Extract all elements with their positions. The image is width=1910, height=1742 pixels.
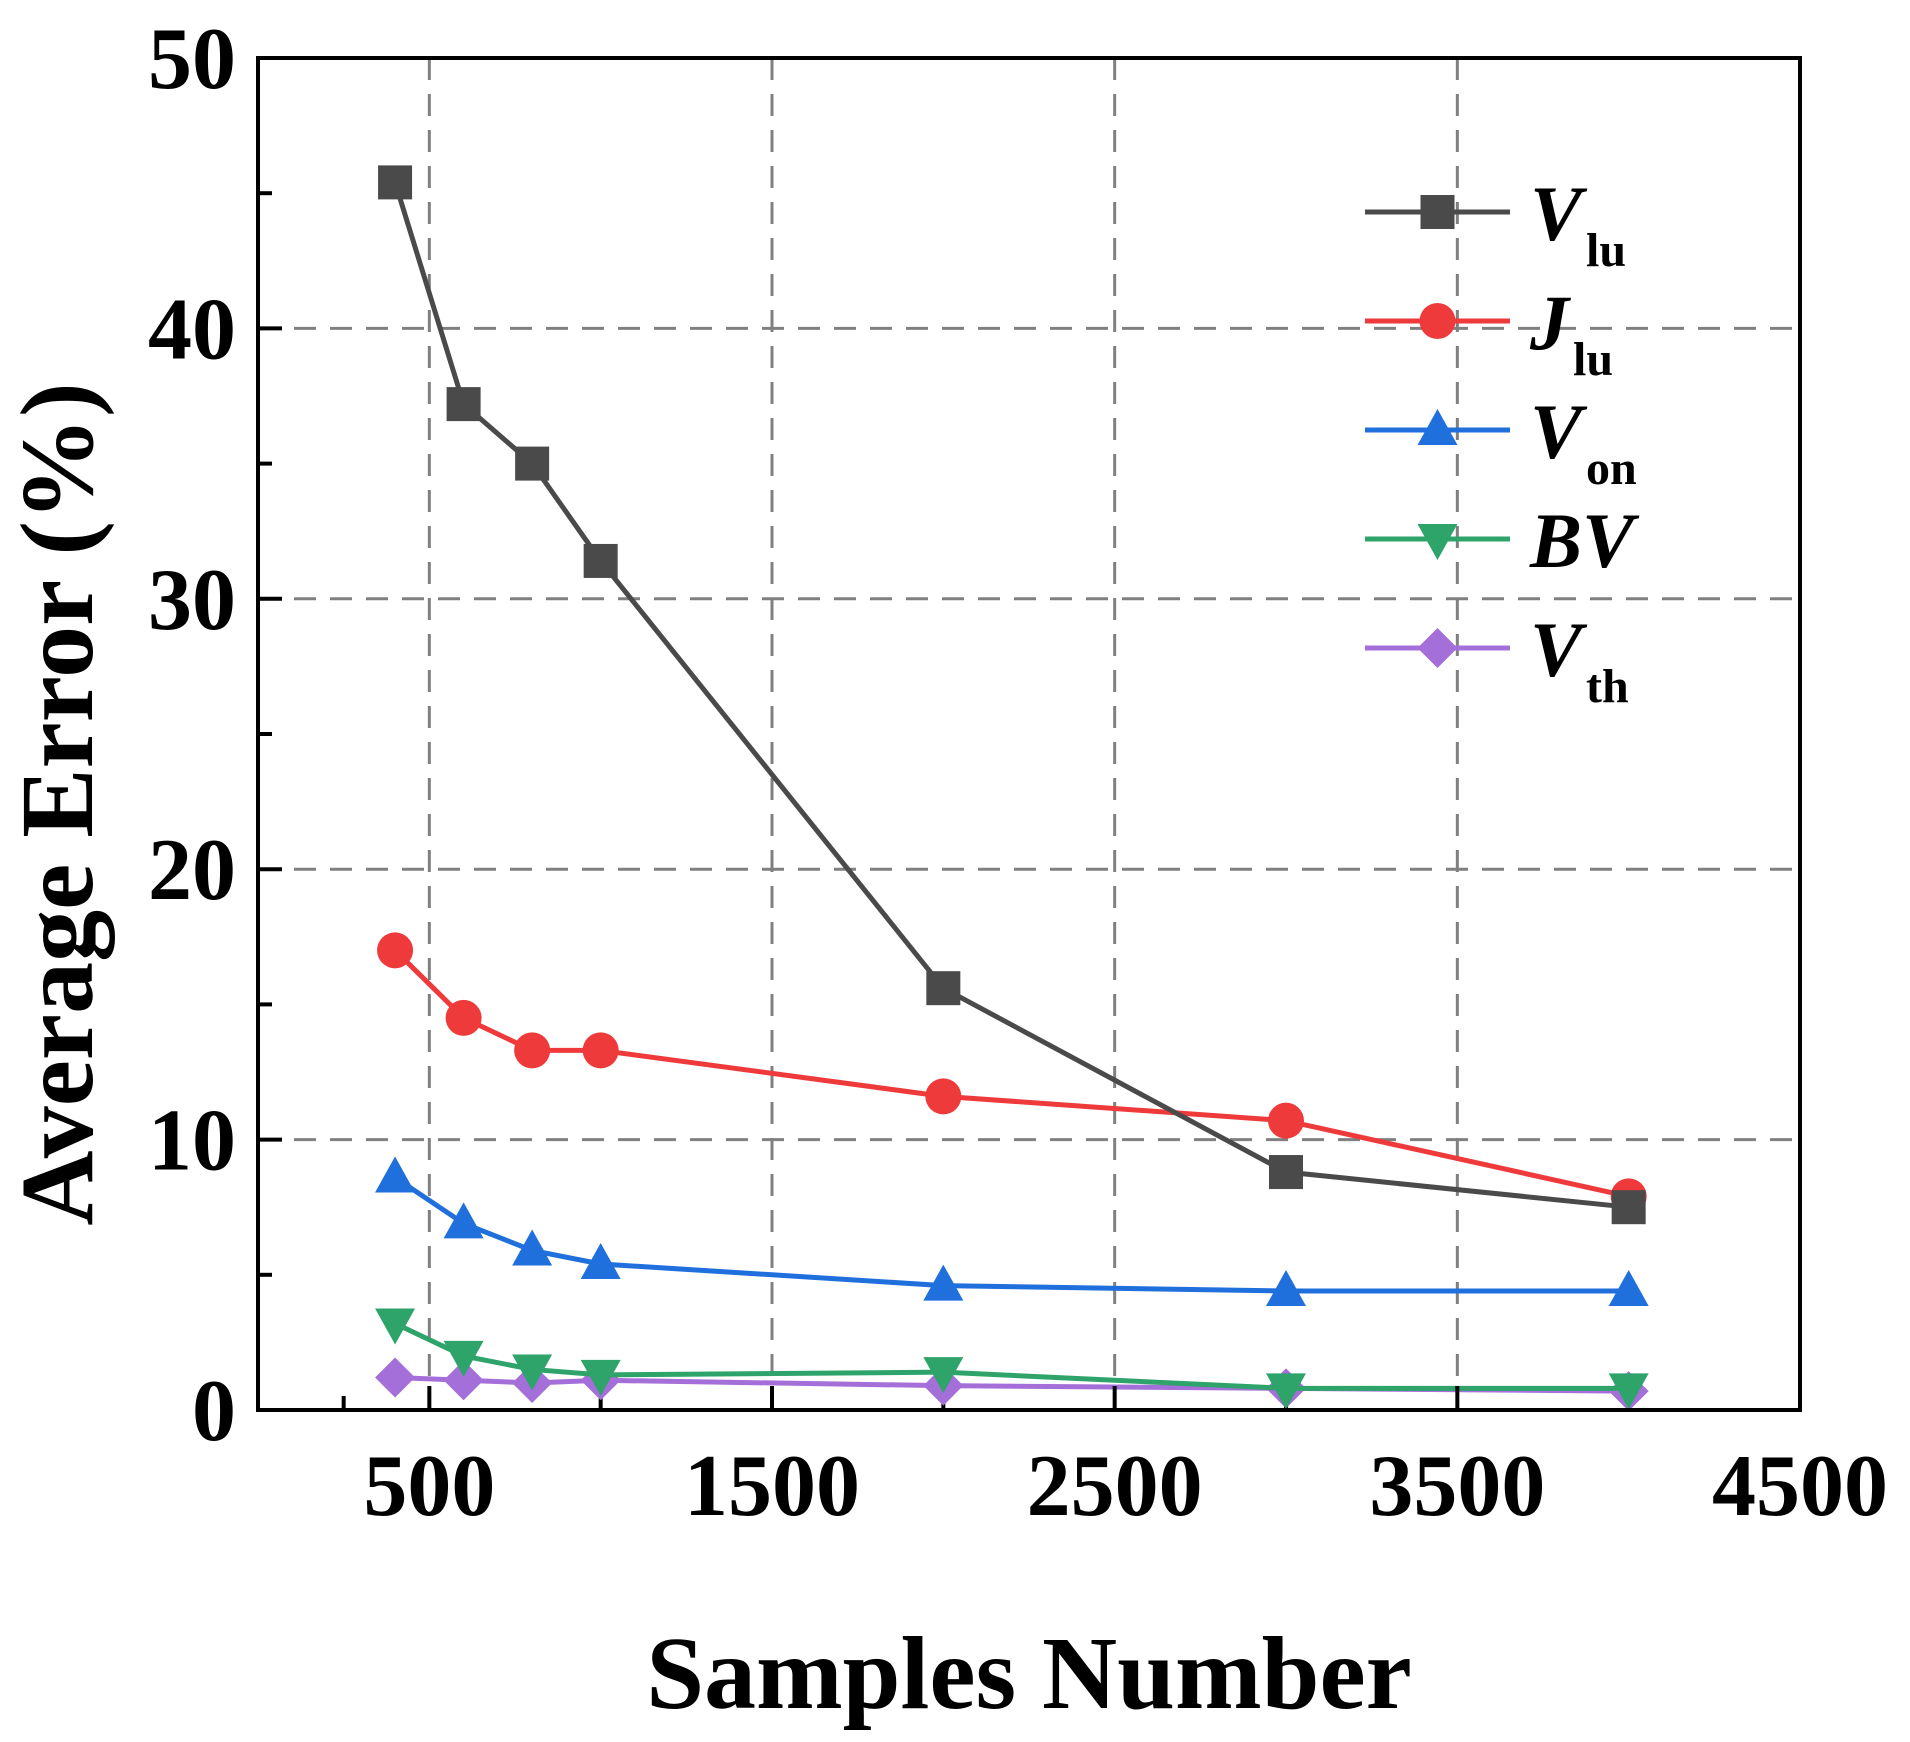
legend-subscript: th [1586,660,1629,713]
legend-entry: Von [1365,388,1637,495]
legend-marker [1417,524,1458,560]
x-tick-label: 1500 [684,1438,860,1535]
legend-subscript: lu [1586,224,1626,277]
y-tick-label: 40 [148,281,236,378]
y-axis-title: Average Error (%) [0,382,115,1225]
y-tick-label: 10 [148,1093,236,1190]
legend-entry: Vth [1365,606,1629,713]
legend-label: Vth [1530,606,1629,713]
data-point [1608,1373,1649,1410]
data-point [1266,1270,1306,1307]
data-point [1611,1190,1646,1225]
legend-label: Von [1530,388,1637,495]
legend-label: Jlu [1529,279,1613,386]
data-point [375,1357,416,1398]
x-axis-title: Samples Number [646,1616,1412,1731]
x-tick-label: 3500 [1369,1438,1545,1535]
legend-label: Vlu [1530,170,1626,277]
series-vlu [378,165,1646,1225]
grid-lines [258,58,1800,1410]
data-point [580,1359,621,1396]
data-point [514,1032,551,1069]
data-point [378,165,413,200]
data-point [375,1156,416,1193]
data-point [583,543,618,578]
legend-marker [1419,303,1456,339]
data-point [375,1308,416,1345]
data-point [926,971,961,1006]
series-bv [375,1308,1649,1410]
y-axis-ticks: 0 10 20 30 40 50 [148,11,282,1460]
legend-marker [1417,409,1458,445]
x-tick-label: 500 [363,1438,495,1535]
data-point [515,446,550,481]
data-point [446,387,481,422]
legend-entry: Vlu [1365,170,1626,277]
y-tick-label: 0 [192,1363,236,1460]
data-point [925,1078,962,1115]
series-von [375,1156,1649,1307]
data-point [512,1354,553,1391]
data-point [1269,1155,1303,1190]
legend-entry: BV [1365,497,1640,584]
legend-marker [1420,195,1455,229]
data-point [923,1357,964,1394]
data-point [443,1340,484,1377]
data-point [445,999,482,1036]
data-point [443,1202,484,1239]
data-point [443,1360,484,1401]
legend-entry: Jlu [1365,279,1613,386]
data-point [1608,1270,1649,1307]
legend-marker [1417,628,1458,668]
legend-subscript: on [1586,442,1637,495]
data-point [582,1032,619,1069]
x-axis-ticks: 500 1500 2500 3500 4500 [363,1386,1888,1535]
x-tick-label: 2500 [1027,1438,1203,1535]
series-line [393,1175,1629,1294]
y-tick-label: 20 [148,822,236,919]
data-series [375,165,1649,1412]
data-point [1266,1373,1306,1410]
data-point [1268,1102,1304,1139]
plot-area-frame [256,56,1802,1412]
y-tick-label: 30 [148,552,236,649]
data-point [512,1229,553,1266]
series-line [393,948,1630,1199]
data-point [923,1264,964,1301]
y-tick-label: 50 [148,11,236,108]
x-tick-label: 4500 [1712,1438,1888,1535]
data-point [580,1242,621,1279]
legend-label: BV [1529,497,1640,584]
legend-subscript: lu [1573,333,1613,386]
data-point [377,932,414,969]
